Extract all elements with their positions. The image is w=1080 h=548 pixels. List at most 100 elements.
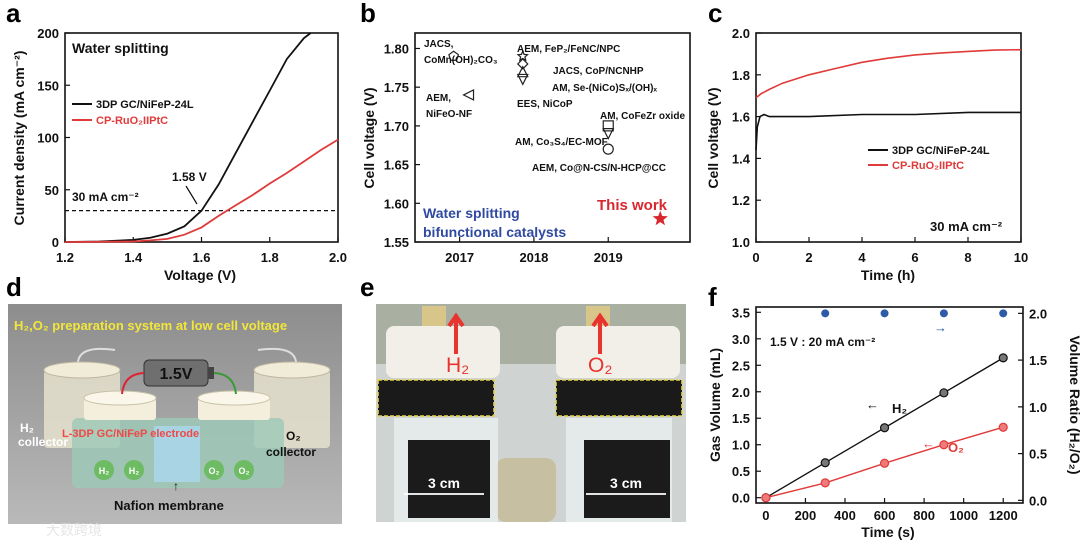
chart-b-xtick-label: 2019 [594, 250, 623, 265]
chart-a-legend-2: CP-RuO₂IIPtC [96, 115, 168, 127]
chart-a-hline-label: 30 mA cm⁻² [72, 190, 139, 204]
chart-c-ytick-label: 1.8 [732, 68, 750, 83]
chart-c-xlabel: Time (h) [861, 267, 915, 283]
chart-a-title: Water splitting [72, 40, 169, 56]
chart-f-arrow-h2: ← [866, 397, 879, 412]
chart-f-y2label: Volume Ratio (H₂/O₂) [1067, 336, 1080, 475]
chart-b-note-1: Water splitting [423, 205, 520, 221]
chart-b-point-label: AM, Co₃S₄/EC-MOF [515, 137, 608, 148]
chart-f-xtick-label: 200 [795, 508, 817, 523]
chart-f-point-o2 [820, 478, 830, 488]
o2-bubble-2 [234, 460, 254, 480]
chart-f-ytick-label: 3.0 [732, 332, 750, 347]
chart-f-y2tick-label: 1.5 [1029, 353, 1047, 368]
panel-label-e: e [360, 272, 374, 302]
chart-b-point [516, 65, 529, 78]
h2-electrode-device [377, 306, 500, 522]
chart-c-xtick-label: 0 [752, 250, 759, 265]
chart-f-arrow-o2: ← [922, 436, 935, 451]
chart-b-xtick-label: 2017 [445, 250, 474, 265]
chart-b-frame [414, 32, 691, 243]
panel-label-b: b [360, 0, 376, 28]
chart-b-ytick-label: 1.65 [384, 158, 409, 173]
chart-a-xtick-label: 1.2 [56, 250, 74, 265]
chart-b-point [462, 88, 475, 101]
chart-f-point-o2 [879, 458, 890, 468]
chart-f-y2tick-label: 2.0 [1029, 306, 1047, 321]
chart-f-xtick-label: 1200 [989, 508, 1018, 523]
chart-a-ytick-label: 100 [37, 131, 59, 146]
scale-label-left: 3 cm [428, 475, 460, 491]
chart-f-xlabel: Time (s) [861, 524, 914, 540]
chart-c-xtick-label: 4 [858, 250, 866, 265]
chart-a-legend-1: 3DP GC/NiFeP-24L [96, 99, 194, 111]
chart-b-point [602, 120, 614, 132]
o2-bubble-1 [204, 460, 224, 480]
chart-b-point [516, 58, 529, 70]
chart-c-ytick-label: 1.6 [732, 110, 750, 125]
panel-label-f: f [708, 282, 717, 312]
chart-f-arrow-ratio: → [934, 320, 947, 335]
chart-f-ytick-label: 2.5 [732, 358, 750, 373]
chart-a-xtick-label: 2.0 [329, 250, 347, 265]
panel-d-title: H₂,O₂ preparation system at low cell vol… [14, 318, 287, 333]
chart-c-xtick-label: 10 [1014, 250, 1028, 265]
h2-bubble-label-2: H₂ [129, 466, 140, 476]
chart-f-point-o2 [998, 422, 1008, 432]
chart-f-label-o2: O₂ [948, 440, 964, 455]
chart-b-note-2: bifunctional catalysts [423, 224, 566, 240]
chart-f-point-h2 [820, 458, 830, 468]
chart-a-ytick-label: 50 [45, 183, 59, 198]
green-wire [213, 372, 237, 395]
chart-b-ytick-label: 1.75 [384, 80, 409, 95]
h2-up-arrow [447, 312, 465, 354]
chart-b-point-label: AEM, Co@N-CS/N-HCP@CC [532, 163, 666, 174]
chart-b-point [602, 128, 615, 140]
chart-f-xtick-label: 0 [762, 508, 769, 523]
h2-collector-label-2: collector [18, 435, 68, 449]
o2-collector-label-2: collector [266, 445, 316, 459]
chart-b-point-label: JACS, CoP/NCNHP [553, 66, 644, 77]
membrane-arrow: ↑ [173, 479, 179, 493]
chart-b-point-label: AEM, FeP₂/FeNC/NPC [517, 44, 620, 55]
chart-b: Cell voltage (V) 2017 2018 2019 1.55 1.60 1.6… [361, 32, 691, 265]
chart-f-y2tick-label: 0.0 [1029, 493, 1047, 508]
chart-a-annotation: 1.58 V [172, 170, 207, 184]
h2-bubble-label-1: H₂ [99, 466, 110, 476]
chart-b-point-label: EES, NiCoP [517, 99, 573, 110]
chart-b-ytick-label: 1.80 [384, 41, 409, 56]
chart-f-xtick-label: 600 [874, 508, 896, 523]
chart-f-point-ratio [999, 309, 1008, 318]
chart-b-point-label: AM, CoFeZr oxide [600, 111, 685, 122]
chart-b-ytick-label: 1.55 [384, 235, 409, 250]
chart-f-point-h2 [998, 353, 1008, 363]
chart-f-y2tick-label: 1.0 [1029, 400, 1047, 415]
nafion-membrane [154, 426, 200, 482]
chart-a-xtick-label: 1.4 [124, 250, 143, 265]
chart-f-ytick-label: 1.5 [732, 411, 750, 426]
chart-f-point-ratio [880, 309, 889, 318]
chart-f-point-o2 [939, 440, 949, 450]
chart-c: Time (h) Cell voltage (V) 0 2 4 6 8 10 1.0 1.2 1… [705, 26, 1028, 283]
chart-b-point [602, 143, 614, 155]
chart-b-this-work-star [652, 210, 668, 226]
chart-f-point-ratio [821, 309, 830, 318]
chart-a-xtick-label: 1.6 [192, 250, 210, 265]
chart-c-ytick-label: 2.0 [732, 26, 750, 41]
photo-label-h2: H₂ [446, 354, 469, 377]
chart-f-xtick-label: 800 [913, 508, 935, 523]
chart-b-point [516, 73, 529, 86]
cathode-cap [83, 390, 157, 420]
chart-b-point-label: CoMn(OH)₂CO₃ [424, 55, 498, 66]
chart-f-ytick-label: 3.5 [732, 305, 750, 320]
chart-a-annotation-arrow [185, 185, 198, 205]
chart-a-series-line-1 [64, 32, 312, 243]
chart-a-ytick-label: 0 [52, 235, 59, 250]
panel-d-illustration: H₂,O₂ preparation system at low cell vol… [8, 304, 342, 524]
chart-a-xtick-label: 1.8 [261, 250, 279, 265]
chart-f-point-h2 [939, 388, 949, 398]
chart-b-point-label: AEM, [426, 93, 451, 104]
chart-a-series-line-2 [64, 138, 339, 243]
o2-bubble-label-2: O₂ [239, 466, 250, 476]
chart-c-ytick-label: 1.2 [732, 193, 750, 208]
